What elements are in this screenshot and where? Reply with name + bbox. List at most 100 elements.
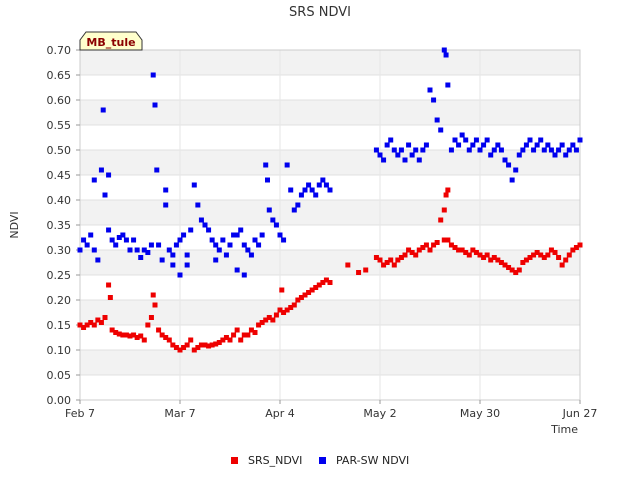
- par-sw-ndvi-point: [409, 152, 415, 158]
- par-sw-ndvi-point: [520, 147, 526, 153]
- srs-ndvi-point: [163, 335, 169, 340]
- srs-ndvi-point: [443, 192, 449, 198]
- par-sw-ndvi-point: [134, 247, 140, 253]
- par-sw-ndvi-point: [556, 147, 562, 153]
- par-sw-ndvi-point: [559, 142, 565, 148]
- srs-ndvi-point: [88, 320, 94, 325]
- y-axis-title: NDVI: [8, 211, 21, 238]
- par-sw-ndvi-point: [113, 242, 119, 248]
- srs-ndvi-point: [107, 295, 113, 300]
- srs-ndvi-point: [148, 315, 154, 320]
- par-sw-ndvi-point: [502, 157, 508, 163]
- par-sw-ndvi-point: [98, 167, 104, 173]
- par-sw-ndvi-point: [384, 142, 390, 148]
- srs-ndvi-point: [220, 337, 226, 343]
- srs-ndvi-point: [413, 252, 419, 258]
- par-sw-ndvi-point: [506, 162, 512, 168]
- srs-ndvi-point: [145, 322, 151, 328]
- par-sw-ndvi-point: [443, 52, 449, 58]
- x-tick-label: Mar 7: [164, 407, 195, 420]
- site-badge: MB_tule: [79, 31, 143, 51]
- srs-ndvi-point: [159, 332, 165, 338]
- srs-ndvi-point: [559, 262, 565, 268]
- par-sw-ndvi-point: [245, 247, 251, 253]
- par-sw-ndvi-point: [577, 137, 583, 143]
- par-sw-ndvi-point: [513, 167, 519, 173]
- srs-ndvi-point: [445, 187, 451, 193]
- par-sw-ndvi-point: [206, 227, 212, 233]
- srs-ndvi-point: [416, 247, 422, 253]
- srs-ndvi-point: [173, 345, 179, 350]
- srs-ndvi-point: [395, 257, 401, 263]
- chart-title: SRS NDVI: [289, 5, 351, 20]
- par-sw-ndvi-point: [106, 227, 112, 233]
- srs-ndvi-point: [109, 327, 115, 333]
- par-sw-ndvi-point: [220, 237, 226, 243]
- y-tick-label: 0.20: [47, 294, 72, 307]
- par-sw-ndvi-point: [241, 242, 247, 248]
- plot-band: [80, 300, 580, 325]
- par-sw-ndvi-point: [523, 142, 529, 148]
- srs-ndvi-point: [488, 257, 494, 263]
- plot-band: [80, 375, 580, 400]
- srs-ndvi-point: [327, 280, 333, 285]
- par-sw-ndvi-point: [538, 137, 544, 143]
- par-sw-ndvi-point: [84, 242, 90, 248]
- srs-ndvi-point: [381, 262, 387, 268]
- y-tick-label: 0.45: [47, 169, 72, 182]
- par-sw-ndvi-point: [152, 102, 158, 108]
- par-sw-ndvi-point: [88, 232, 94, 238]
- srs-ndvi-point: [81, 325, 87, 330]
- y-tick-label: 0.15: [47, 319, 72, 332]
- srs-ndvi-point: [463, 250, 469, 255]
- par-sw-ndvi-point: [102, 192, 108, 198]
- srs-ndvi-point: [441, 207, 447, 213]
- par-sw-ndvi-point: [516, 152, 522, 158]
- srs-ndvi-point: [188, 337, 194, 343]
- srs-ndvi-point: [316, 282, 322, 288]
- par-sw-ndvi-point: [323, 182, 329, 188]
- y-axis-ticks: 0.00 0.05 0.10 0.15 0.20 0.25 0.30 0.35 0.40 0.45…: [47, 44, 80, 407]
- srs-ndvi-point: [309, 287, 315, 293]
- srs-ndvi-point: [459, 247, 465, 253]
- srs-ndvi-point: [323, 277, 329, 283]
- srs-ndvi-point: [427, 247, 433, 253]
- par-sw-ndvi-point: [420, 147, 426, 153]
- srs-ndvi-point: [556, 255, 562, 260]
- par-sw-ndvi-point: [234, 267, 240, 273]
- srs-ndvi-point: [402, 252, 408, 258]
- srs-ndvi-point: [345, 262, 351, 268]
- srs-ndvi-point: [527, 255, 533, 260]
- srs-ndvi-point: [106, 282, 112, 288]
- par-sw-ndvi-point: [470, 142, 476, 148]
- par-sw-ndvi-point: [209, 237, 215, 243]
- srs-ndvi-point: [573, 245, 579, 250]
- par-sw-ndvi-point: [448, 147, 454, 153]
- par-sw-ndvi-point: [227, 242, 233, 248]
- par-sw-ndvi-point: [148, 242, 154, 248]
- srs-ndvi-point: [266, 315, 272, 320]
- par-sw-ndvi-point: [234, 232, 240, 238]
- srs-ndvi-point: [302, 292, 308, 298]
- srs-ndvi-point: [241, 332, 247, 338]
- srs-ndvi-point: [441, 237, 447, 243]
- par-sw-ndvi-point: [309, 187, 315, 193]
- srs-ndvi-point: [116, 331, 122, 337]
- par-sw-ndvi-point: [173, 242, 179, 248]
- srs-ndvi-point: [227, 337, 233, 343]
- srs-ndvi-point: [252, 330, 258, 335]
- par-sw-ndvi-point: [552, 152, 558, 158]
- par-sw-ndvi-point: [434, 117, 440, 123]
- srs-ndvi-point: [120, 332, 126, 338]
- par-sw-ndvi-point: [302, 187, 308, 193]
- par-sw-ndvi-point: [423, 142, 429, 148]
- srs-ndvi-point: [516, 267, 522, 273]
- srs-ndvi-point: [577, 242, 583, 248]
- par-sw-ndvi-point: [531, 147, 537, 153]
- srs-ndvi-point: [184, 342, 190, 348]
- par-sw-ndvi-point: [545, 142, 551, 148]
- par-sw-ndvi-point: [481, 142, 487, 148]
- srs-ndvi-point: [91, 322, 97, 328]
- y-tick-label: 0.65: [47, 69, 72, 82]
